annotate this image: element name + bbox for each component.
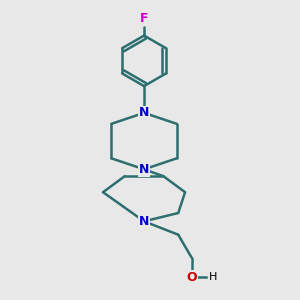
Text: H: H (209, 272, 217, 282)
Text: N: N (139, 163, 149, 176)
Text: F: F (140, 13, 148, 26)
Text: N: N (139, 215, 149, 228)
Text: O: O (186, 271, 197, 284)
Text: N: N (139, 106, 149, 119)
